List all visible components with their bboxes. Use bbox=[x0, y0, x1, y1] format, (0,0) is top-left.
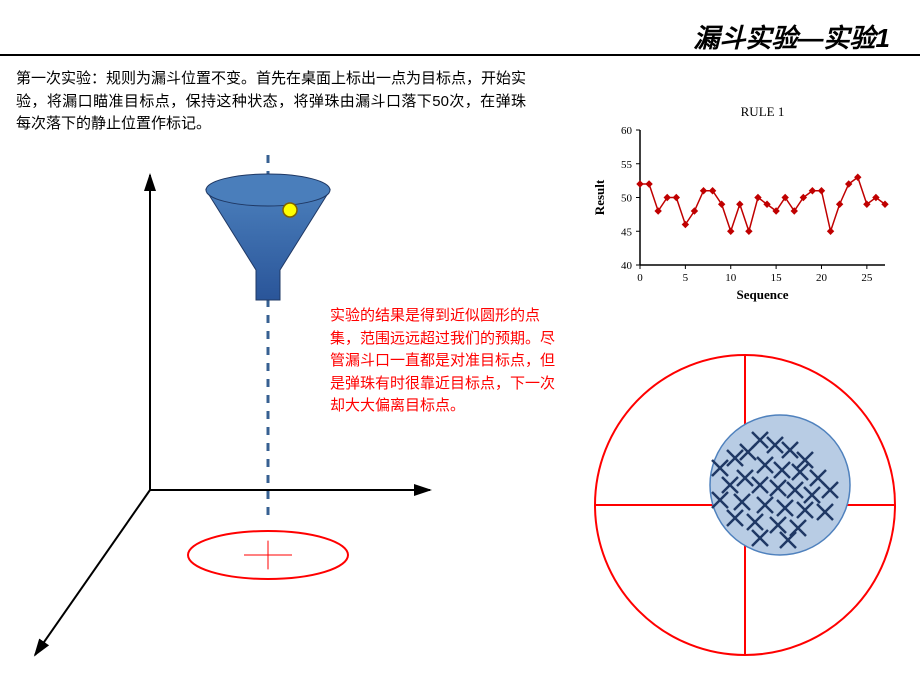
target-diagram bbox=[0, 0, 920, 690]
